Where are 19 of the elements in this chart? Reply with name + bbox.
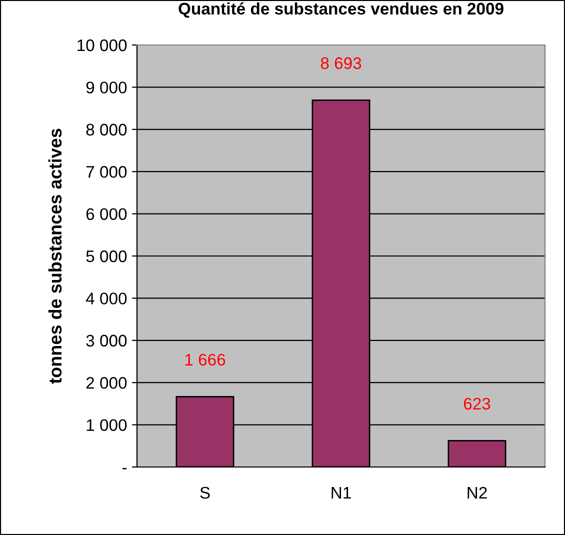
y-tick-label: 6 000 xyxy=(86,208,127,220)
y-tick-label: 8 000 xyxy=(86,124,127,136)
y-tick-label: 9 000 xyxy=(86,82,127,94)
x-tick-label: N1 xyxy=(332,487,351,499)
y-axis-title: tonnes de substances actives xyxy=(48,128,62,384)
y-tick-label: 10 000 xyxy=(78,39,127,52)
y-tick-label: 7 000 xyxy=(86,166,127,178)
x-tick-label: N2 xyxy=(468,486,487,499)
chart-title: Quantité de substances vendues en 2009 xyxy=(178,2,504,18)
x-tick-label: S xyxy=(200,486,210,499)
y-tick-label: - xyxy=(122,468,127,470)
y-tick-label: 3 000 xyxy=(86,334,127,347)
data-label: 1 666 xyxy=(185,354,226,366)
data-label: 8 693 xyxy=(320,57,362,70)
y-tick-label: 1 000 xyxy=(86,419,127,432)
y-tick-label: 5 000 xyxy=(86,250,127,262)
data-label: 623 xyxy=(464,398,490,410)
y-tick-label: 4 000 xyxy=(86,292,127,304)
y-tick-label: 2 000 xyxy=(86,377,127,389)
